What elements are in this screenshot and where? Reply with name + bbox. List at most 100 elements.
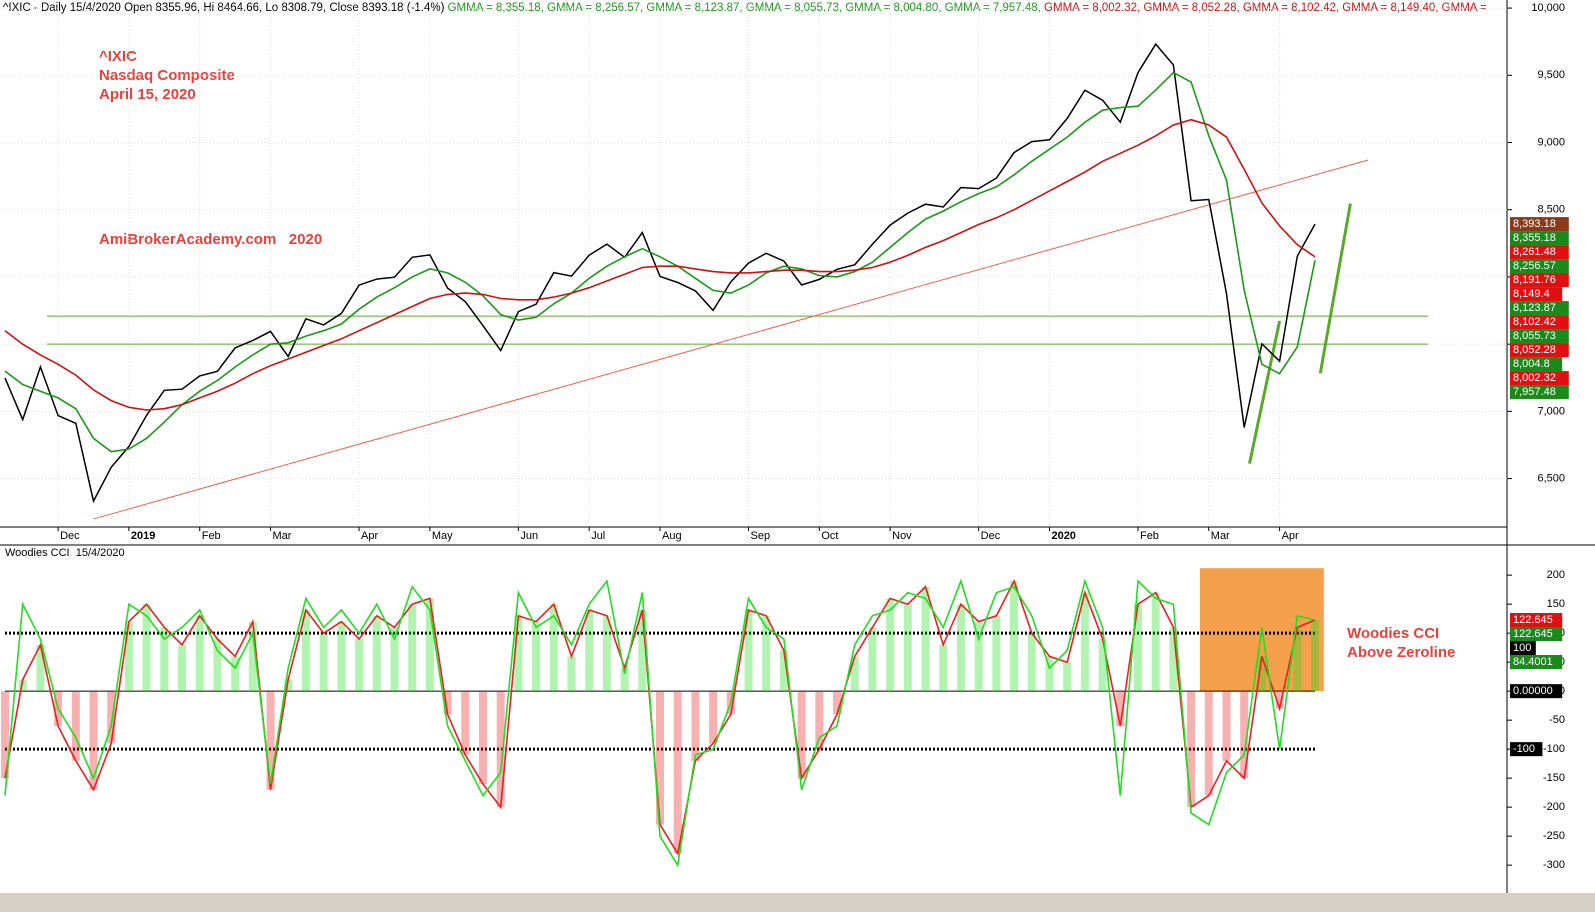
value-tag [1510,627,1563,642]
histogram-bar [620,667,629,692]
header-part: GMMA = 8,102.42, [1243,2,1342,14]
histogram-bar [1098,638,1107,692]
value-tag [1510,385,1569,400]
value-tag [1510,259,1569,274]
value-tag-label: 8,123.87 [1513,302,1556,314]
x-tick-label: Dec [60,530,80,542]
value-tag-label: 84.4001 [1513,656,1553,668]
histogram-bar [974,621,983,692]
histogram-bar [195,615,204,692]
histogram-bar [425,598,434,692]
value-tag-label: 100 [1513,642,1531,654]
header-part: GMMA = [1442,2,1490,14]
value-tag [1510,357,1563,372]
histogram-bar [89,691,98,790]
value-tag-label: 8,261.48 [1513,246,1556,258]
y-tick-label: 9,500 [1537,69,1565,81]
header-part: GMMA = 7,957.48, [945,2,1044,14]
annotation: Above Zeroline [1347,644,1455,661]
histogram-bar [337,621,346,692]
histogram-bar [1293,627,1302,692]
histogram-bar [567,656,576,692]
histogram-bar [709,691,718,744]
histogram-bar [833,691,842,715]
x-tick-label: Aug [662,530,682,542]
value-tag [1510,684,1563,699]
value-tag [1510,301,1569,316]
value-tag-label: 8,256.57 [1513,260,1556,272]
histogram-bar [939,644,948,692]
histogram-bar [213,638,222,692]
histogram-bar [301,609,310,692]
histogram-bar [390,627,399,692]
value-tag [1510,641,1536,656]
histogram-bar [443,691,452,715]
y-tick-label: -250 [1543,830,1565,842]
cci-title: Woodies CCI 15/4/2020 [5,547,125,559]
histogram-bar [1222,691,1231,761]
histogram-bar [142,604,151,692]
panel [1,568,1324,868]
histogram-bar [673,691,682,854]
value-tag [1510,343,1569,358]
x-tick-label: Sep [751,530,771,542]
annotation: ^IXIC [99,48,137,65]
value-tag-label: 8,002.32 [1513,372,1556,384]
y-tick-label: 10,000 [1531,2,1565,14]
value-tag-label: 8,355.18 [1513,232,1556,244]
series-line [4,71,1316,453]
y-tick-label: -200 [1543,801,1565,813]
trendline [1318,203,1352,374]
x-tick-label: Jul [591,530,605,542]
value-tag-label: 122.645 [1513,614,1553,626]
histogram-bar [744,609,753,692]
value-tag-label: 7,957.48 [1513,386,1556,398]
histogram-bar [1063,662,1072,692]
histogram-bar [1240,691,1249,779]
value-tag [1510,613,1563,628]
header-part: GMMA = 8,002.32, [1044,2,1143,14]
annotation: AmiBrokerAcademy.com 2020 [99,231,322,248]
trendline [1248,320,1282,464]
series-line [4,578,1316,856]
y-tick-label: 8,500 [1537,204,1565,216]
x-tick-label: Apr [1282,530,1299,542]
value-tag [1510,371,1569,386]
value-tag-label: 8,149.4 [1513,288,1550,300]
x-tick-label: Mar [273,530,292,542]
histogram-bar [585,609,594,692]
x-tick-label: Oct [821,530,838,542]
value-tag-label: 8,052.28 [1513,344,1556,356]
x-tick-label: Feb [202,530,221,542]
histogram-bar [1204,691,1213,796]
x-tick-label: May [432,530,453,542]
series-line [4,578,1316,868]
histogram-bar [903,604,912,692]
histogram-bar [1151,592,1160,692]
histogram-bar [514,615,523,692]
panel [0,7,1507,527]
histogram-bar [478,691,487,784]
histogram-bar [461,691,470,755]
histogram-bar [956,604,965,692]
x-tick-label: 2019 [131,530,155,542]
histogram-bar [638,609,647,692]
value-tag [1510,329,1569,344]
histogram-bar [886,598,895,692]
histogram-bar [18,679,27,692]
histogram-bar [1169,627,1178,692]
value-tag [1510,315,1569,330]
trendline [93,159,1369,520]
histogram-bar [1,691,9,779]
x-tick-label: Nov [892,530,912,542]
y-tick-label: -50 [1549,714,1565,726]
histogram-bar [1027,633,1036,692]
value-tag [1510,273,1569,288]
histogram-bar [992,615,1001,692]
histogram-bar [107,691,116,744]
x-tick-label: Feb [1140,530,1159,542]
histogram-bar [1080,592,1089,692]
histogram-bar [1045,656,1054,692]
